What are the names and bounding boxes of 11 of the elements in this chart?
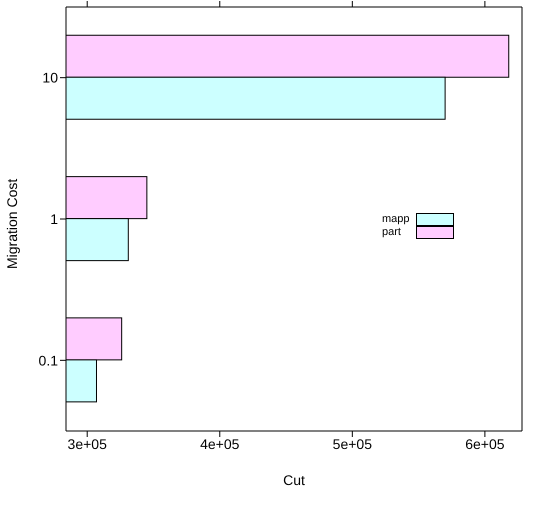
y-tick-label: 0.1 xyxy=(38,352,58,368)
x-tick-label: 3e+05 xyxy=(68,436,108,452)
legend-label: part xyxy=(382,226,402,239)
y-axis-title: Migration Cost xyxy=(4,178,20,269)
x-tick-label: 4e+05 xyxy=(200,436,240,452)
y-tick-label: 10 xyxy=(42,70,58,86)
x-tick-label: 5e+05 xyxy=(332,436,372,452)
x-axis-title: Cut xyxy=(283,472,305,488)
y-tick-label: 1 xyxy=(50,210,58,227)
legend-label: mapp xyxy=(382,213,411,226)
x-tick-label: 6e+05 xyxy=(465,436,505,452)
